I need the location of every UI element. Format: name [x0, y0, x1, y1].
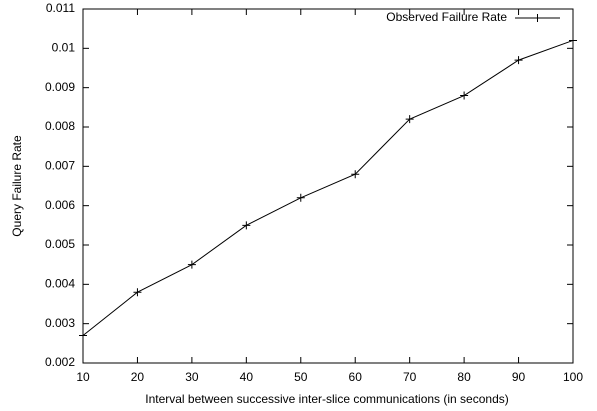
x-tick-label: 10 [76, 370, 90, 384]
x-tick-label: 40 [240, 370, 254, 384]
point [405, 115, 414, 124]
plot-frame [82, 8, 574, 364]
y-tick-label: 0.002 [45, 355, 75, 369]
legend-label: Observed Failure Rate [386, 10, 507, 24]
y-tick-label: 0.01 [52, 41, 76, 55]
point [242, 221, 251, 230]
point [79, 331, 87, 340]
y-tick-label: 0.006 [45, 198, 75, 212]
x-tick-label: 80 [457, 370, 471, 384]
x-tick-label: 100 [563, 370, 583, 384]
point [460, 91, 469, 100]
point [351, 170, 360, 179]
point [133, 288, 142, 297]
x-tick-label: 30 [185, 370, 199, 384]
y-tick-label: 0.004 [45, 277, 75, 291]
x-tick-label: 60 [349, 370, 363, 384]
point [187, 260, 196, 269]
y-tick-label: 0.008 [45, 119, 75, 133]
y-axis-label: Query Failure Rate [10, 135, 24, 237]
point [569, 36, 577, 45]
x-tick-label: 90 [512, 370, 526, 384]
y-tick-label: 0.003 [45, 316, 75, 330]
y-tick-label: 0.007 [45, 159, 75, 173]
x-tick-label: 70 [403, 370, 417, 384]
y-tick-label: 0.011 [46, 1, 75, 15]
point [514, 56, 523, 65]
x-axis-label: Interval between successive inter-slice … [145, 392, 509, 406]
y-tick-label: 0.005 [45, 237, 75, 251]
y-tick-label: 0.009 [45, 80, 75, 94]
legend-swatch-marker [533, 14, 542, 22]
series-line [82, 39, 574, 336]
point [296, 193, 305, 202]
x-tick-label: 50 [294, 370, 308, 384]
x-tick-label: 20 [131, 370, 145, 384]
